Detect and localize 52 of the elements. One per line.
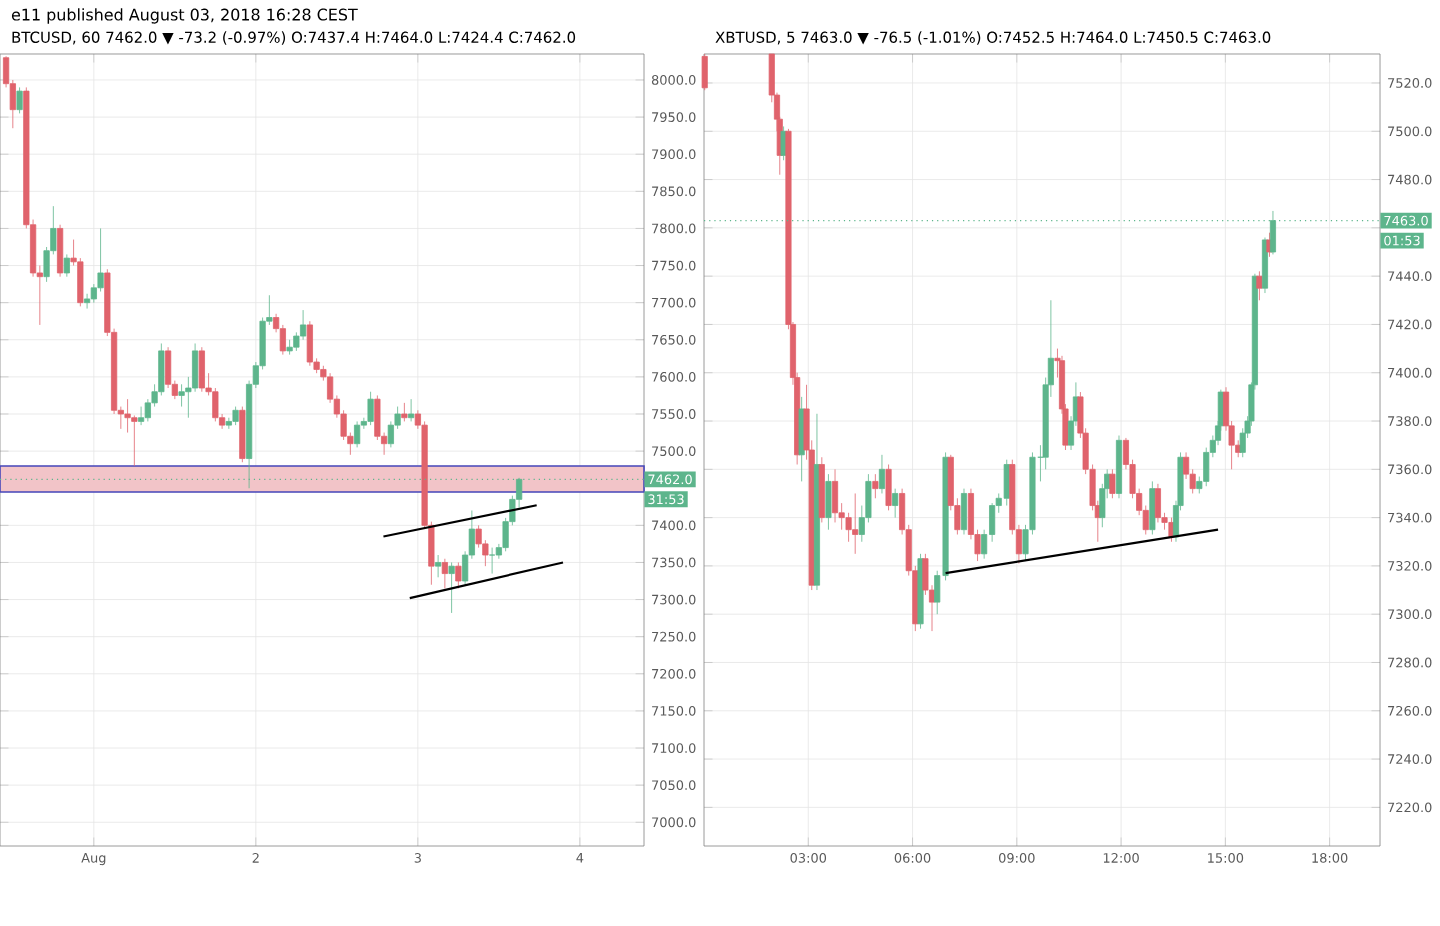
candlestick xyxy=(212,387,219,422)
candlestick xyxy=(832,468,839,523)
candlestick xyxy=(232,406,239,426)
candlestick xyxy=(1203,447,1210,487)
candlestick xyxy=(354,421,361,448)
candlestick xyxy=(56,224,64,278)
candlestick xyxy=(1154,483,1161,523)
candlestick xyxy=(306,320,313,367)
candlestick xyxy=(374,395,381,441)
candlestick xyxy=(818,456,825,523)
candlestick xyxy=(1003,459,1010,506)
candlestick xyxy=(475,524,482,548)
candlestick xyxy=(279,324,286,356)
candlestick xyxy=(158,343,165,396)
candlestick xyxy=(97,228,104,292)
candlestick xyxy=(239,406,246,463)
candlestick xyxy=(852,493,859,555)
candlestick xyxy=(16,86,23,114)
candlestick xyxy=(1115,435,1123,499)
candlestick xyxy=(198,346,205,393)
candlestick xyxy=(917,553,924,630)
candlestick xyxy=(825,473,832,531)
candlestick xyxy=(872,473,879,499)
candlestick xyxy=(191,343,199,393)
candlestick xyxy=(892,488,899,519)
candlestick xyxy=(77,257,84,307)
candlestick xyxy=(300,309,307,341)
candlestick xyxy=(448,562,455,614)
candlestick xyxy=(83,293,91,309)
candlestick xyxy=(401,402,408,422)
candlestick xyxy=(1149,480,1156,535)
candlestick xyxy=(164,346,172,389)
candlestick xyxy=(286,339,293,356)
candlestick xyxy=(1109,468,1116,499)
candlestick xyxy=(701,53,708,91)
candlestick xyxy=(137,406,145,426)
candlestick xyxy=(813,413,821,591)
candlestick xyxy=(960,488,968,535)
candlestick xyxy=(293,331,300,352)
candlestick xyxy=(1239,427,1246,458)
candlestick xyxy=(131,415,138,467)
candlestick xyxy=(63,254,70,278)
candlestick xyxy=(387,421,394,448)
candlestick xyxy=(408,398,415,422)
candlestick xyxy=(367,391,374,426)
candlestick xyxy=(885,464,892,511)
candlestick xyxy=(441,558,448,589)
candlestick xyxy=(144,398,151,422)
candlestick xyxy=(225,417,232,430)
candlestick xyxy=(878,454,885,494)
candlestick xyxy=(124,398,131,433)
candlestick xyxy=(435,554,442,578)
